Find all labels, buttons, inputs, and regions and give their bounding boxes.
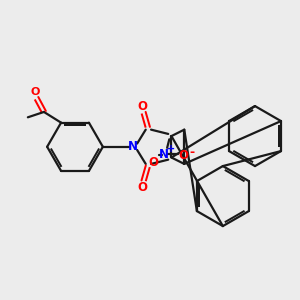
Text: O: O <box>31 87 40 97</box>
Text: O: O <box>137 100 148 112</box>
Text: O: O <box>137 181 148 194</box>
Text: N: N <box>128 140 138 153</box>
Text: N: N <box>159 148 169 161</box>
Text: O: O <box>148 156 158 170</box>
Text: O: O <box>178 149 188 162</box>
Text: +: + <box>167 144 175 154</box>
Text: -: - <box>189 146 194 159</box>
